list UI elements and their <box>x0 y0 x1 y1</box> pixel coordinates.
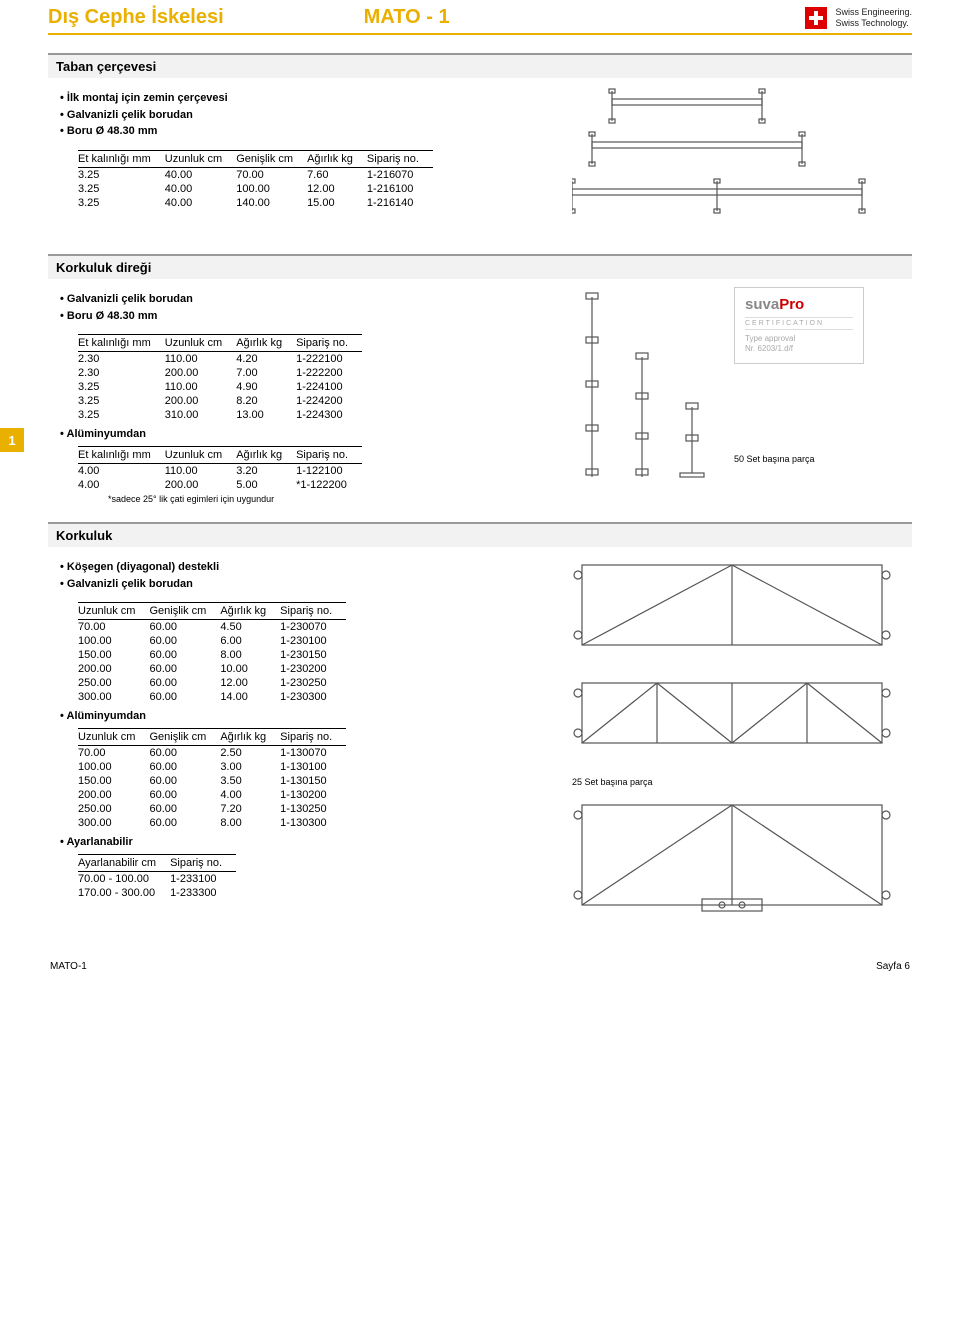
table-row: 3.25310.0013.001-224300 <box>78 408 362 422</box>
table-row: 250.0060.007.201-130250 <box>78 802 346 816</box>
page-header: Dış Cephe İskelesi MATO - 1 Swiss Engine… <box>48 0 912 35</box>
diagram-korkuluk-2 <box>572 673 892 763</box>
table-row: 100.0060.003.001-130100 <box>78 760 346 774</box>
table-diregi-body: 2.30110.004.201-2221002.30200.007.001-22… <box>78 352 362 423</box>
table-diregi: Et kalınlığı mm Uzunluk cm Ağırlık kg Si… <box>78 334 362 422</box>
swiss-flag-icon <box>805 7 827 29</box>
doc-title-left: Dış Cephe İskelesi <box>48 6 224 29</box>
table-row: 3.2540.00140.0015.001-216140 <box>78 196 433 210</box>
table-row: 4.00110.003.201-122100 <box>78 464 362 479</box>
swiss-engineering-tagline: Swiss Engineering. Swiss Technology. <box>835 7 912 29</box>
table-korkuluk-alu-body: 70.0060.002.501-130070100.0060.003.001-1… <box>78 746 346 831</box>
table-korkuluk-adj: Ayarlanabilir cm Sipariş no. 70.00 - 100… <box>78 854 236 900</box>
table-korkuluk-body: 70.0060.004.501-230070100.0060.006.001-2… <box>78 620 346 705</box>
table-row: 150.0060.003.501-130150 <box>78 774 346 788</box>
bullets-taban: İlk montaj için zemin çerçevesi Galvaniz… <box>48 90 552 140</box>
subhead-diregi-alu: Alüminyumdan <box>48 428 552 440</box>
subhead-korkuluk-alu: Alüminyumdan <box>48 710 552 722</box>
table-row: 3.2540.00100.0012.001-216100 <box>78 182 433 196</box>
diagram-taban <box>572 86 912 236</box>
subhead-korkuluk-adj: Ayarlanabilir <box>48 836 552 848</box>
table-row: 250.0060.0012.001-230250 <box>78 676 346 690</box>
table-row: 200.0060.004.001-130200 <box>78 788 346 802</box>
footer-left: MATO-1 <box>50 961 87 972</box>
table-row: 200.0060.0010.001-230200 <box>78 662 346 676</box>
table-row: 170.00 - 300.001-233300 <box>78 886 236 900</box>
bullets-korkuluk: Köşegen (diyagonal) destekli Galvanizli … <box>48 559 552 592</box>
table-row: 2.30200.007.001-222200 <box>78 366 362 380</box>
table-diregi-alu-body: 4.00110.003.201-1221004.00200.005.00*1-1… <box>78 464 362 493</box>
table-row: 70.00 - 100.001-233100 <box>78 872 236 887</box>
doc-title-right: MATO - 1 <box>364 6 450 29</box>
section-heading-diregi: Korkuluk direği <box>48 254 912 279</box>
diagram-diregi <box>572 287 722 487</box>
section-heading-taban: Taban çerçevesi <box>48 53 912 78</box>
table-row: 150.0060.008.001-230150 <box>78 648 346 662</box>
footnote-diregi-alu: *sadece 25° lik çati egimleri için uygun… <box>48 494 552 504</box>
table-taban: Et kalınlığı mm Uzunluk cm Genişlik cm A… <box>78 150 433 210</box>
table-korkuluk: Uzunluk cm Genişlik cm Ağırlık kg Sipari… <box>78 602 346 704</box>
table-row: 4.00200.005.00*1-122200 <box>78 478 362 492</box>
table-row: 3.25110.004.901-224100 <box>78 380 362 394</box>
table-row: 3.25200.008.201-224200 <box>78 394 362 408</box>
table-row: 2.30110.004.201-222100 <box>78 352 362 367</box>
table-row: 70.0060.004.501-230070 <box>78 620 346 635</box>
side-page-badge: 1 <box>0 428 24 452</box>
bullets-diregi: Galvanizli çelik borudan Boru Ø 48.30 mm <box>48 291 552 324</box>
table-diregi-alu: Et kalınlığı mm Uzunluk cm Ağırlık kg Si… <box>78 446 362 492</box>
table-row: 70.0060.002.501-130070 <box>78 746 346 761</box>
suvapro-badge: suvaPro CERTIFICATION Type approval Nr. … <box>734 287 864 364</box>
set-note-korkuluk-alu: 25 Set başına parça <box>572 777 653 787</box>
table-korkuluk-adj-body: 70.00 - 100.001-233100170.00 - 300.001-2… <box>78 872 236 901</box>
table-row: 300.0060.008.001-130300 <box>78 816 346 830</box>
section-heading-korkuluk: Korkuluk <box>48 522 912 547</box>
footer-right: Sayfa 6 <box>876 961 910 972</box>
table-korkuluk-alu: Uzunluk cm Genişlik cm Ağırlık kg Sipari… <box>78 728 346 830</box>
table-taban-body: 3.2540.0070.007.601-2160703.2540.00100.0… <box>78 167 433 210</box>
table-row: 3.2540.0070.007.601-216070 <box>78 167 433 182</box>
diagram-korkuluk-1 <box>572 555 892 665</box>
table-row: 300.0060.0014.001-230300 <box>78 690 346 704</box>
set-note-diregi: 50 Set başına parça <box>734 454 864 464</box>
page-footer: MATO-1 Sayfa 6 <box>48 961 912 972</box>
table-row: 100.0060.006.001-230100 <box>78 634 346 648</box>
diagram-korkuluk-3 <box>572 795 892 925</box>
